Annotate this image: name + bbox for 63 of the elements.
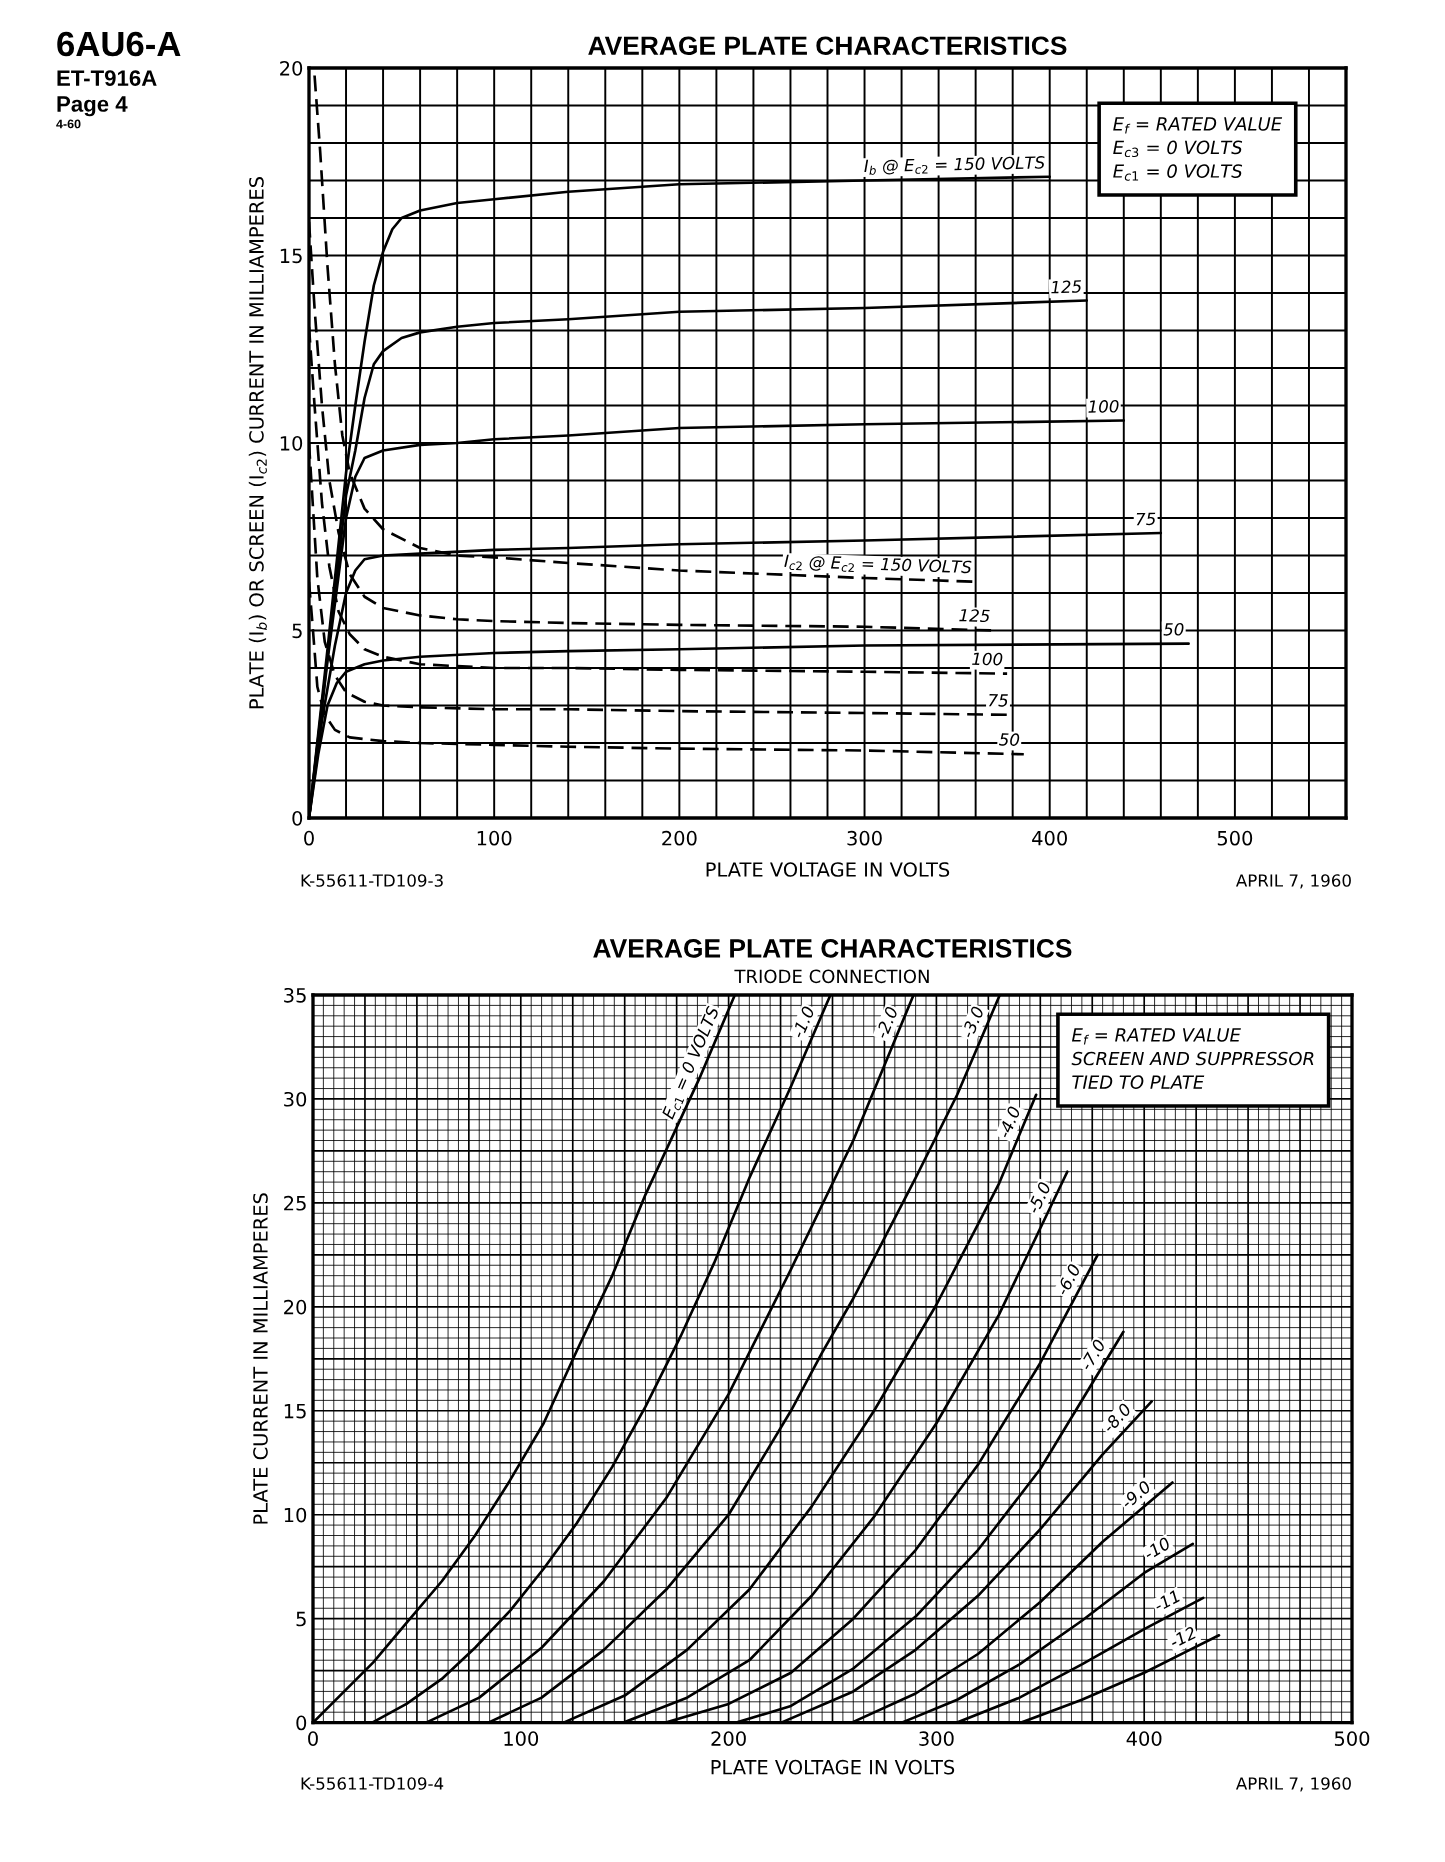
text: ET-T916A [57, 70, 157, 86]
y-tick-label: 15 [280, 248, 302, 264]
series-label: 75 [988, 694, 1008, 707]
y-tick-label: 35 [284, 987, 306, 1003]
y-axis-title: PLATE (I$_{b}$) OR SCREEN (I$_{c2}$) CURRENT IN MILLIAMPERES [248, 177, 267, 709]
text: 6AU6-A [57, 31, 181, 57]
x-tick-label: 300 [847, 830, 882, 846]
text: -1.0 [791, 1005, 815, 1039]
annotation: E$_{f}$ = RATED VALUE SCREEN AND SUPPRESSOR TIED TO PLATE [1071, 1028, 1314, 1090]
y-tick-label: 10 [284, 1507, 307, 1523]
y-tick-label: 10 [280, 435, 303, 451]
text: 4-60 [56, 119, 81, 129]
x-tick-label: 500 [1334, 1731, 1370, 1746]
text: -12 [1168, 1625, 1197, 1649]
series-label: 75 [1136, 512, 1156, 526]
series-label: 100 [1088, 399, 1119, 413]
text: -3.0 [960, 1005, 985, 1039]
chart-title: AVERAGE PLATE CHARACTERISTICS [593, 939, 1072, 958]
series-label: 50 [998, 732, 1020, 747]
series-label: I$_{b}$ @ E$_{c2}$ = 150 VOLTS [864, 156, 1045, 175]
y-tick-label: 20 [280, 60, 303, 76]
x-tick-label: 200 [662, 830, 697, 846]
x-tick-label: 400 [1126, 1731, 1162, 1746]
text: -11 [1153, 1590, 1180, 1612]
x-tick-label: 0 [308, 1731, 318, 1746]
series-label: 100 [972, 652, 1003, 666]
y-tick-label: 0 [292, 810, 303, 826]
text: Page 4 [57, 96, 128, 117]
x-tick-label: 500 [1217, 830, 1253, 846]
text: -9.0 [1120, 1479, 1152, 1510]
chart-title: AVERAGE PLATE CHARACTERISTICS [588, 36, 1067, 56]
x-axis-title: PLATE VOLTAGE IN VOLTS [711, 1759, 955, 1775]
text: K-55611-TD109-3 [301, 874, 443, 887]
y-tick-label: 15 [284, 1403, 306, 1419]
series-label: 125 [1050, 279, 1082, 294]
x-tick-label: 100 [504, 1731, 539, 1746]
text: -4.0 [997, 1105, 1021, 1139]
x-tick-label: 300 [919, 1731, 954, 1746]
text: E$_{f}$ = RATED VALUE E$_{c3}$ = 0 VOLTS E$_{c1}$ = 0 VOLTS [1113, 117, 1283, 181]
text: K-55611-TD109-4 [301, 1777, 444, 1790]
chart-subtitle: TRIODE CONNECTION [734, 969, 929, 984]
text: APRIL 7, 1960 [1235, 874, 1351, 889]
x-tick-label: 400 [1032, 830, 1067, 846]
text: -5.0 [1026, 1181, 1052, 1215]
x-axis-title: PLATE VOLTAGE IN VOLTS [706, 862, 950, 877]
y-tick-label: 25 [284, 1195, 306, 1211]
text: APRIL 7, 1960 [1235, 1777, 1351, 1792]
y-tick-label: 20 [284, 1299, 307, 1315]
y-tick-label: 5 [296, 1611, 306, 1627]
y-tick-label: 30 [284, 1091, 307, 1107]
y-axis-title: PLATE CURRENT IN MILLIAMPERES [253, 1193, 268, 1524]
x-tick-label: 100 [477, 830, 512, 846]
series-label: 125 [959, 608, 990, 623]
y-tick-label: 5 [292, 623, 302, 639]
y-tick-label: 0 [296, 1715, 307, 1731]
text: -6.0 [1055, 1263, 1081, 1297]
series-label: 50 [1163, 622, 1184, 636]
x-tick-label: 200 [711, 1731, 746, 1746]
text: -8.0 [1101, 1402, 1132, 1434]
series-label: I$_{c2}$ @ E$_{c2}$ = 150 VOLTS [784, 554, 972, 577]
text: E$_{c1}$ = 0 VOLTS [661, 1005, 722, 1121]
text: -10 [1142, 1536, 1172, 1561]
text: -2.0 [874, 1005, 899, 1040]
